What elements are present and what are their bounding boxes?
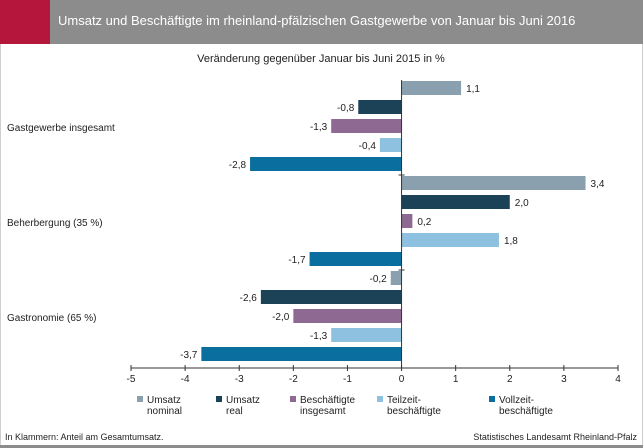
bar xyxy=(379,138,402,152)
bar xyxy=(260,290,402,304)
value-label: -2,0 xyxy=(272,312,290,323)
legend-swatch xyxy=(137,396,143,402)
legend-label: beschäftigte xyxy=(387,406,441,417)
value-label: 3,4 xyxy=(591,179,605,190)
legend-swatch xyxy=(216,396,222,402)
legend-label: Umsatz xyxy=(226,395,260,406)
legend-label: Beschäftigte xyxy=(300,395,355,406)
bar xyxy=(331,328,402,342)
bar xyxy=(401,195,510,209)
legend-label: beschäftigte xyxy=(499,406,553,417)
x-tick-label: 1 xyxy=(453,374,459,385)
source-note: Statistisches Landesamt Rheinland-Pfalz xyxy=(473,432,637,442)
value-label: 1,1 xyxy=(466,84,480,95)
legend-label: insgesamt xyxy=(300,406,346,417)
x-tick-label: -5 xyxy=(127,374,136,385)
value-label: -1,3 xyxy=(310,122,328,133)
frame-left xyxy=(0,44,1,445)
x-tick-label: -1 xyxy=(343,374,352,385)
legend-label: Umsatz xyxy=(147,395,181,406)
header-bar xyxy=(0,0,643,44)
legend-swatch xyxy=(377,396,383,402)
x-tick-label: 2 xyxy=(507,374,513,385)
legend-label: real xyxy=(226,406,243,417)
value-label: -1,7 xyxy=(288,255,306,266)
bar xyxy=(401,176,586,190)
bar xyxy=(250,157,402,171)
value-label: -2,8 xyxy=(229,160,247,171)
accent-block xyxy=(0,0,50,44)
footnote: In Klammern: Anteil am Gesamtumsatz. xyxy=(5,432,164,442)
chart-title: Veränderung gegenüber Januar bis Juni 20… xyxy=(197,53,445,65)
bar xyxy=(309,252,402,266)
x-tick-label: -2 xyxy=(289,374,298,385)
category-label: Beherbergung (35 %) xyxy=(7,218,103,229)
x-tick-label: 0 xyxy=(399,374,405,385)
x-tick-label: 4 xyxy=(615,374,621,385)
value-label: -3,7 xyxy=(180,350,198,361)
x-tick-label: -3 xyxy=(235,374,244,385)
bar xyxy=(201,347,402,361)
legend-label: Teilzeit- xyxy=(387,395,421,406)
bar xyxy=(358,100,402,114)
value-label: 1,8 xyxy=(504,236,518,247)
value-label: 0,2 xyxy=(417,217,431,228)
legend-label: nominal xyxy=(147,406,182,417)
value-label: -1,3 xyxy=(310,331,328,342)
x-tick-label: 3 xyxy=(561,374,567,385)
bar xyxy=(293,309,402,323)
bar xyxy=(390,271,402,285)
legend-label: Vollzeit- xyxy=(499,395,534,406)
value-label: 2,0 xyxy=(515,198,529,209)
x-tick-label: -4 xyxy=(181,374,190,385)
bar xyxy=(401,214,413,228)
value-label: -0,2 xyxy=(369,274,387,285)
value-label: -0,8 xyxy=(337,103,355,114)
bar xyxy=(401,233,499,247)
category-label: Gastgewerbe insgesamt xyxy=(7,123,115,134)
page-title: Umsatz und Beschäftigte im rheinland-pfä… xyxy=(58,13,576,28)
bar xyxy=(401,81,462,95)
bar xyxy=(331,119,402,133)
value-label: -0,4 xyxy=(359,141,377,152)
category-label: Gastronomie (65 %) xyxy=(7,313,96,324)
legend-swatch xyxy=(290,396,296,402)
value-label: -2,6 xyxy=(240,293,258,304)
legend-swatch xyxy=(489,396,495,402)
bottom-line xyxy=(0,445,643,448)
